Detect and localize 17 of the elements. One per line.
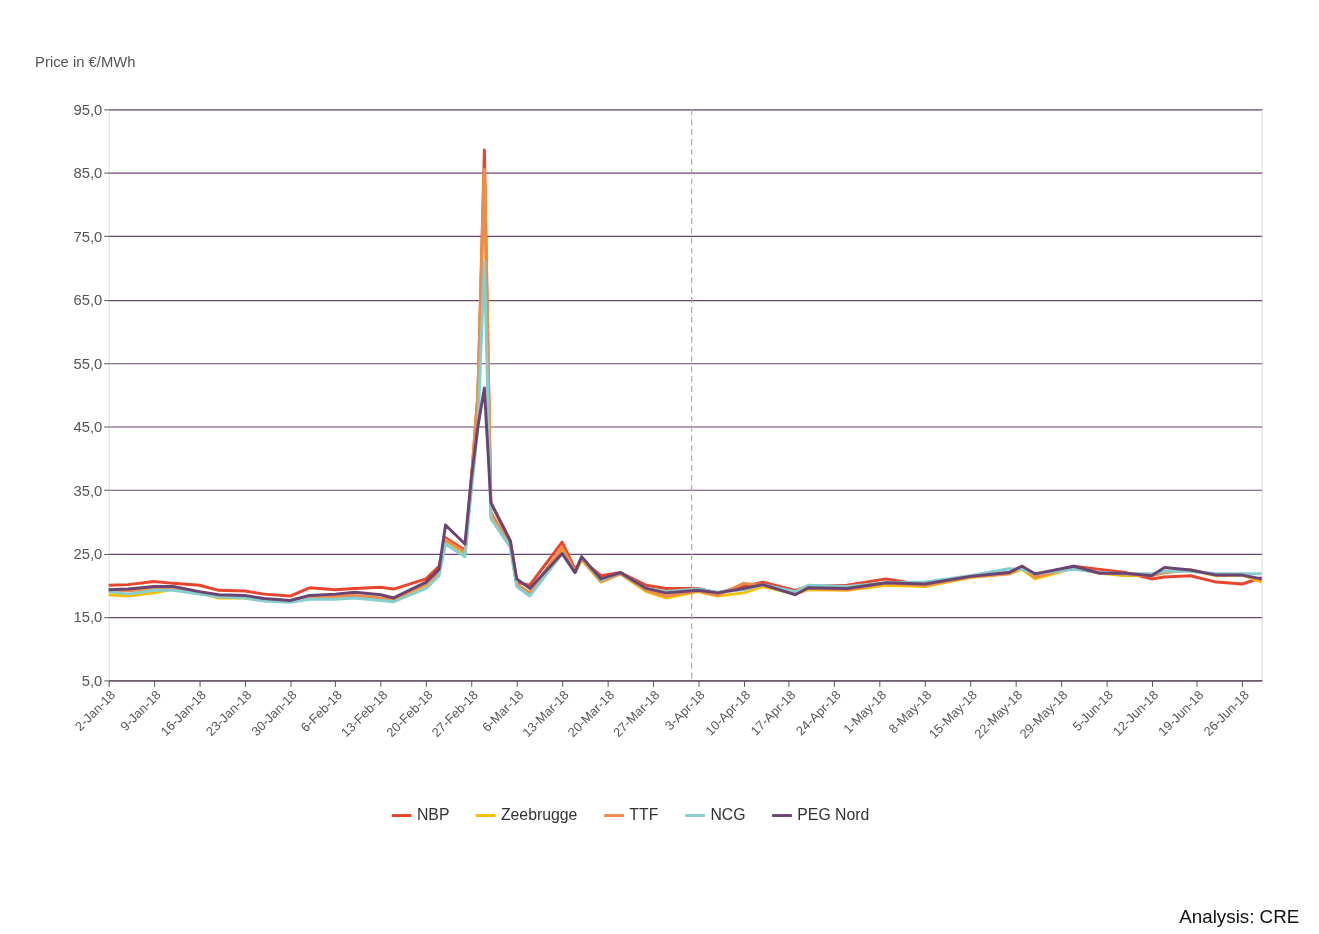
y-tick-label: 75,0	[73, 228, 103, 245]
y-tick-label: 25,0	[73, 545, 103, 562]
legend-label: NCG	[710, 806, 746, 824]
legend-label: PEG Nord	[797, 806, 870, 824]
y-tick-label: 15,0	[73, 609, 103, 626]
legend-label: TTF	[629, 806, 659, 824]
y-tick-label: 95,0	[73, 101, 103, 118]
y-tick-label: 65,0	[73, 292, 103, 309]
y-tick-label: 5,0	[81, 672, 103, 689]
y-tick-label: 85,0	[73, 165, 103, 182]
y-tick-label: 45,0	[73, 419, 103, 436]
y-tick-label: 55,0	[73, 355, 103, 372]
legend-label: NBP	[416, 806, 450, 824]
y-axis-title: Price in €/MWh	[35, 54, 136, 71]
text: Analysis: CRE	[1179, 906, 1300, 928]
y-tick-label: 35,0	[73, 482, 103, 499]
legend-label: Zeebrugge	[500, 806, 578, 824]
